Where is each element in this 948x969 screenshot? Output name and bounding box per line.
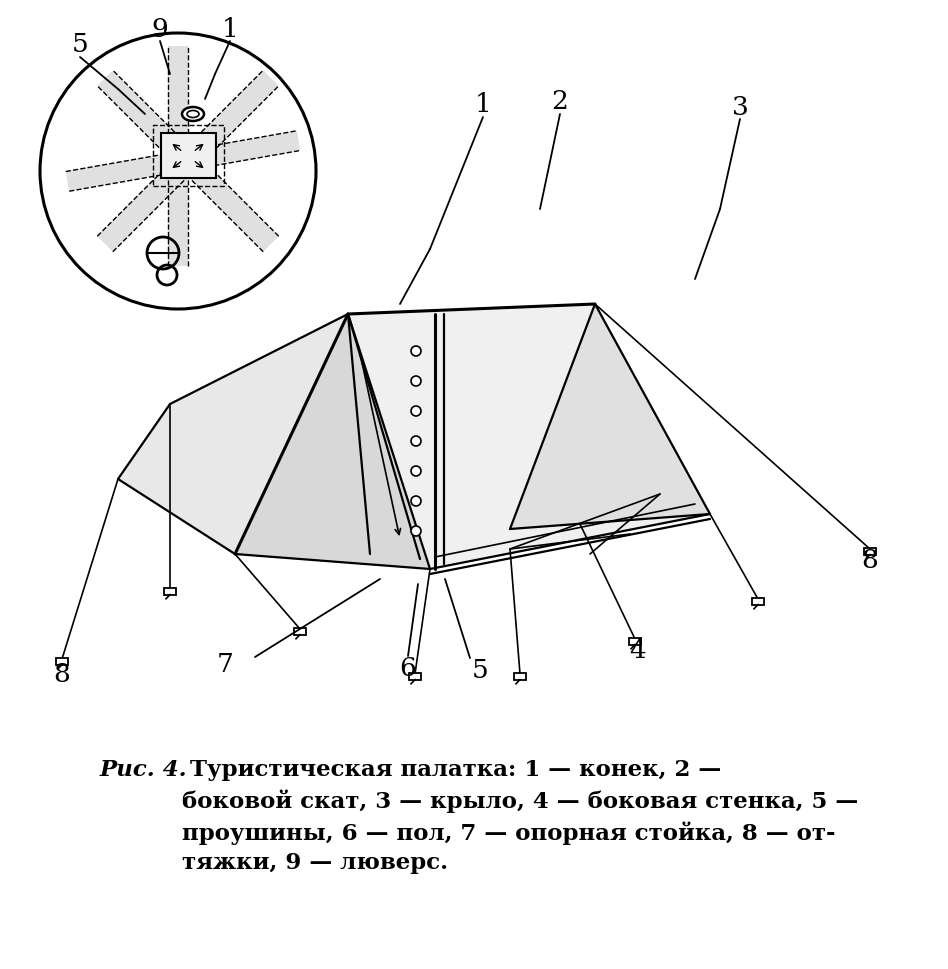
Text: 6: 6 bbox=[400, 657, 416, 681]
Polygon shape bbox=[98, 71, 279, 252]
Circle shape bbox=[411, 466, 421, 476]
Polygon shape bbox=[65, 131, 301, 191]
Text: Рис. 4.: Рис. 4. bbox=[100, 759, 188, 781]
Circle shape bbox=[411, 376, 421, 386]
Bar bbox=[629, 638, 641, 644]
Polygon shape bbox=[118, 314, 348, 554]
Polygon shape bbox=[348, 304, 710, 569]
Ellipse shape bbox=[187, 110, 199, 117]
Bar bbox=[515, 672, 525, 679]
Bar bbox=[56, 658, 67, 665]
Circle shape bbox=[411, 436, 421, 446]
Text: 4: 4 bbox=[629, 639, 647, 664]
Circle shape bbox=[411, 346, 421, 356]
Text: 7: 7 bbox=[216, 651, 233, 676]
Bar bbox=[410, 672, 421, 679]
Bar bbox=[153, 125, 224, 186]
Bar bbox=[161, 133, 216, 178]
Text: 5: 5 bbox=[471, 659, 488, 683]
Polygon shape bbox=[510, 304, 710, 529]
Bar bbox=[753, 598, 763, 605]
Text: 8: 8 bbox=[862, 548, 879, 574]
Text: Туристическая палатка: 1 — конек, 2 —
боковой скат, 3 — крыло, 4 — боковая стенк: Туристическая палатка: 1 — конек, 2 — бо… bbox=[182, 759, 858, 874]
Ellipse shape bbox=[182, 107, 204, 121]
Text: 8: 8 bbox=[54, 662, 70, 686]
Circle shape bbox=[411, 406, 421, 416]
Bar bbox=[865, 547, 876, 554]
Polygon shape bbox=[235, 314, 430, 569]
Polygon shape bbox=[168, 46, 188, 266]
Text: 1: 1 bbox=[222, 16, 238, 42]
Text: 5: 5 bbox=[72, 32, 88, 56]
Text: 1: 1 bbox=[475, 91, 491, 116]
Bar bbox=[295, 628, 305, 635]
Bar bbox=[164, 587, 175, 595]
Polygon shape bbox=[98, 71, 279, 252]
Text: 3: 3 bbox=[732, 95, 748, 119]
Text: 2: 2 bbox=[552, 88, 569, 113]
Circle shape bbox=[411, 526, 421, 536]
Circle shape bbox=[40, 33, 316, 309]
Text: 9: 9 bbox=[152, 16, 169, 42]
Circle shape bbox=[411, 496, 421, 506]
